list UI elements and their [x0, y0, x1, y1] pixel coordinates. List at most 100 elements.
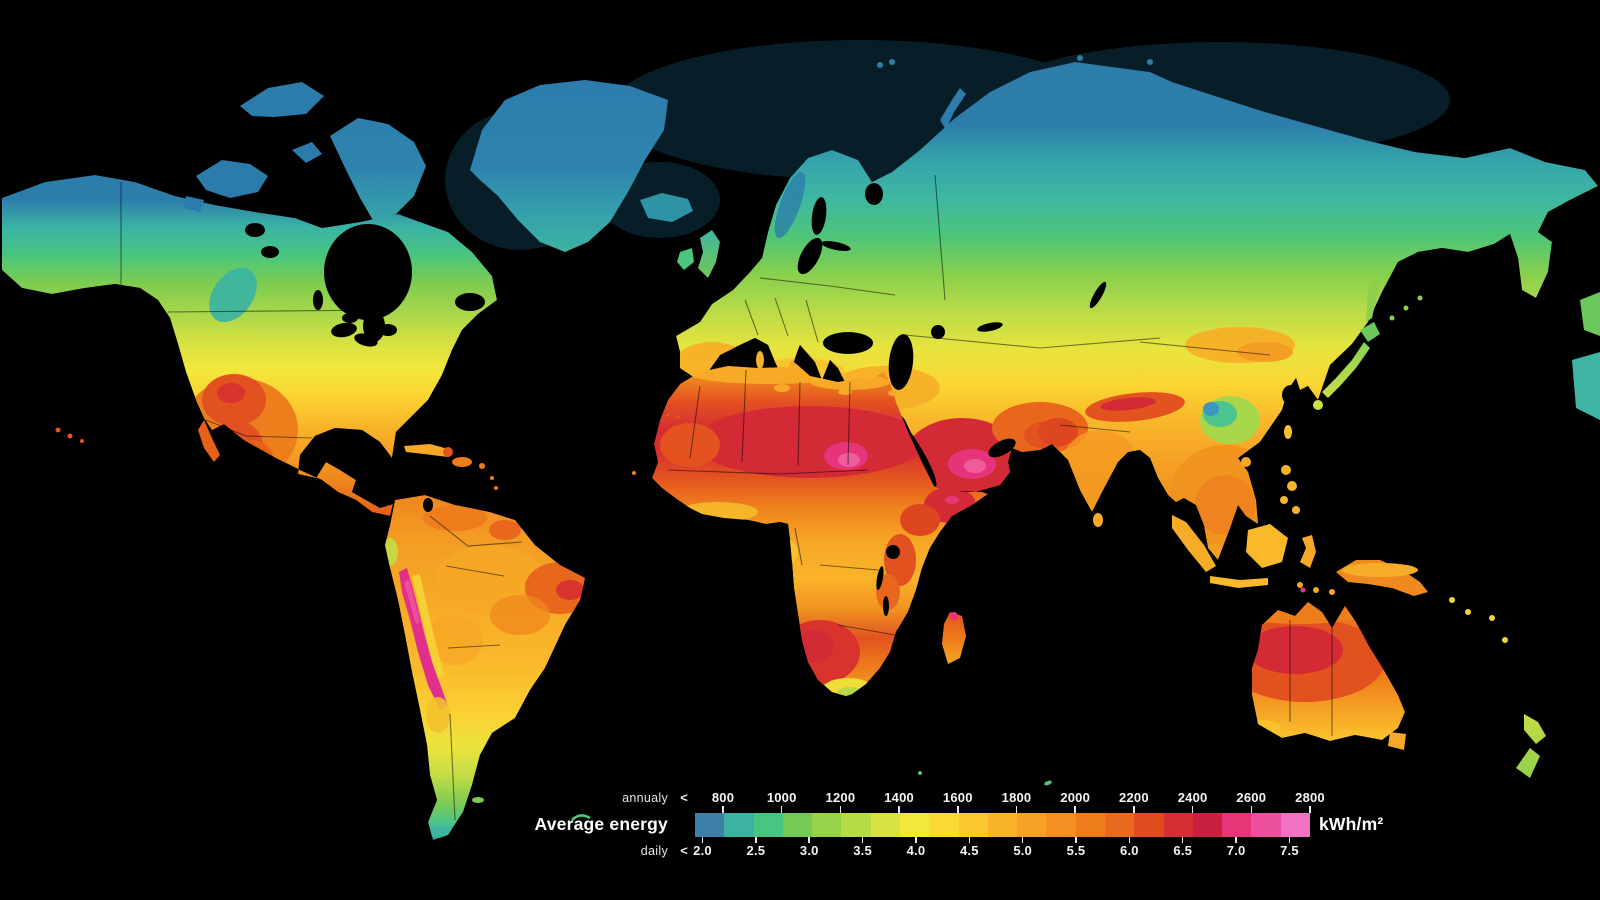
- novaya-zemlya: [940, 88, 966, 130]
- baja-california: [198, 420, 220, 462]
- continent-south-america: [385, 495, 585, 840]
- sakhalin: [1366, 270, 1380, 322]
- annual-tick-value: 2600: [1236, 790, 1267, 805]
- daily-tick-value: 3.5: [853, 843, 872, 858]
- annual-tick-value: 800: [711, 790, 735, 805]
- sulawesi: [1300, 535, 1316, 568]
- great-britain: [698, 230, 720, 278]
- annual-tickmark: [957, 806, 959, 813]
- annual-tickmark: [1074, 806, 1076, 813]
- daily-tickmark: [915, 837, 917, 843]
- scale-segment: [1192, 813, 1223, 837]
- ireland: [677, 248, 694, 270]
- daily-tickmark: [968, 837, 971, 843]
- scale-segment: [958, 813, 988, 837]
- new-zealand-north: [1524, 714, 1546, 744]
- new-zealand-south: [1516, 748, 1540, 778]
- scale-segment: [1222, 813, 1252, 837]
- scale-segment: [1280, 813, 1310, 837]
- scale-segment: [1104, 813, 1135, 837]
- annual-tickmark: [1250, 806, 1253, 813]
- daily-tickmark: [861, 837, 864, 843]
- daily-tickmark: [1235, 837, 1237, 843]
- scale-segment: [870, 813, 900, 837]
- scale-segment: [753, 813, 783, 837]
- tasmania: [1388, 732, 1406, 750]
- iceland: [640, 193, 693, 222]
- scale-segment: [841, 813, 871, 837]
- falkland-islands: [472, 797, 484, 803]
- madagascar: [942, 612, 966, 664]
- daily-tickmark: [1288, 837, 1291, 843]
- annual-tick-value: 1200: [825, 790, 856, 805]
- annual-tick-value: 1400: [884, 790, 914, 805]
- daily-tick-value: 7.5: [1280, 843, 1299, 858]
- scale-segment: [1251, 813, 1281, 837]
- scale-segment: [724, 813, 754, 837]
- daily-tick-value: 2.5: [746, 843, 766, 858]
- annual-tickmark: [1015, 806, 1018, 813]
- annual-scale-label: annualy: [622, 791, 668, 805]
- scale-segment: [899, 813, 930, 837]
- annual-tick-value: 1800: [1001, 790, 1032, 805]
- annual-tickmark: [722, 806, 724, 813]
- daily-tickmark: [755, 837, 757, 843]
- daily-tick-value: 2.0: [693, 843, 712, 858]
- sri-lanka: [1093, 513, 1103, 527]
- daily-tickmark: [1128, 837, 1131, 843]
- legend-unit: kWh/m²: [1319, 814, 1384, 834]
- scale-segment: [987, 813, 1018, 837]
- japan: [1322, 342, 1370, 398]
- daily-tick-value: 4.0: [906, 843, 926, 858]
- scale-segment: [1163, 813, 1193, 837]
- daily-tick-value: 3.0: [799, 843, 819, 858]
- java: [1210, 576, 1268, 588]
- scale-segment: [1075, 813, 1105, 837]
- greenland: [470, 80, 668, 252]
- annual-tick-value: 2200: [1119, 790, 1149, 805]
- borneo: [1246, 524, 1288, 568]
- annual-less-than-sign: <: [680, 790, 688, 805]
- daily-tick-value: 6.0: [1120, 843, 1139, 858]
- annual-tick-value: 2000: [1060, 790, 1091, 805]
- daily-tick-value: 7.0: [1226, 843, 1246, 858]
- scale-segment: [929, 813, 959, 837]
- annual-tick-value: 1000: [766, 790, 797, 805]
- annual-tick-value: 1600: [942, 790, 973, 805]
- daily-less-than-sign: <: [680, 843, 688, 858]
- daily-tickmark: [1021, 837, 1024, 843]
- islands: [55, 55, 1600, 821]
- daily-tickmark: [701, 837, 704, 843]
- daily-tick-value: 5.0: [1013, 843, 1032, 858]
- daily-tickmark: [1181, 837, 1184, 843]
- country-borders: [120, 174, 1333, 821]
- hispaniola: [452, 457, 472, 467]
- annual-tickmark: [839, 806, 842, 813]
- scale-segment: [695, 813, 725, 837]
- scale-segment: [782, 813, 813, 837]
- daily-tick-value: 4.5: [959, 843, 979, 858]
- annual-tickmark: [1133, 806, 1135, 813]
- scale-segment: [1134, 813, 1164, 837]
- scale-segment: [1046, 813, 1076, 837]
- daily-tickmark: [808, 837, 810, 843]
- annual-tickmark: [780, 806, 783, 813]
- daily-scale-label: daily: [640, 844, 668, 858]
- daily-tick-value: 6.5: [1173, 843, 1193, 858]
- inland-water-north-america: [245, 223, 485, 347]
- legend-colorbar: [695, 813, 1310, 837]
- annual-tickmark: [898, 806, 900, 813]
- annual-tick-value: 2400: [1177, 790, 1208, 805]
- daily-tick-value: 5.5: [1066, 843, 1086, 858]
- cuba: [404, 444, 452, 457]
- annual-tickmark: [1309, 806, 1311, 813]
- annual-tickmark: [1191, 806, 1194, 813]
- scale-segment: [1017, 813, 1047, 837]
- annual-tick-value: 2800: [1295, 790, 1325, 805]
- arctic-archipelago: [184, 82, 426, 222]
- sumatra: [1172, 515, 1216, 572]
- daily-tickmark: [1075, 837, 1077, 843]
